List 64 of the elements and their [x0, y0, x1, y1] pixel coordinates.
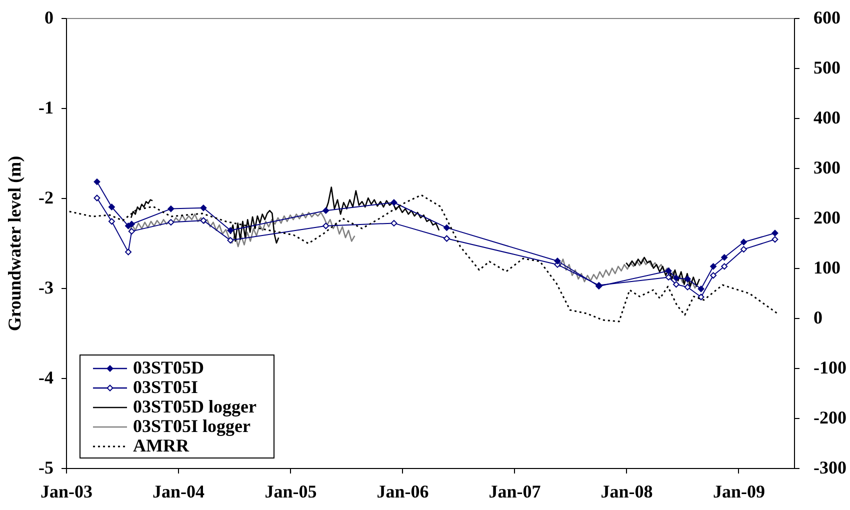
y-tick-label: -4: [38, 368, 54, 388]
point: [684, 284, 691, 290]
point: [200, 217, 207, 224]
x-tick-label: Jan-09: [712, 482, 765, 502]
y2-tick-label: 500: [814, 58, 840, 78]
point: [665, 268, 672, 274]
y2-tick-label: 0: [814, 308, 822, 328]
legend-label: 03ST05I: [133, 377, 198, 397]
point: [698, 286, 704, 292]
point: [108, 218, 115, 225]
y2-tick-label: 100: [814, 258, 840, 278]
point: [554, 258, 561, 264]
y2-tick-label: 600: [814, 8, 840, 28]
x-tick-label: Jan-05: [264, 482, 317, 502]
legend-label: 03ST05D logger: [133, 396, 257, 416]
point: [710, 263, 717, 270]
y-axis-title: Groundwater level (m): [4, 156, 25, 332]
point: [168, 206, 174, 212]
x-tick-label: Jan-04: [152, 482, 204, 502]
point: [322, 222, 330, 230]
x-tick-label: Jan-06: [376, 482, 429, 502]
point: [168, 219, 174, 226]
point: [772, 236, 778, 243]
point: [200, 204, 207, 212]
point: [665, 274, 672, 280]
y2-tick-label: 400: [814, 108, 840, 128]
y-tick-label: -5: [38, 458, 54, 478]
y2-tick-label: -300: [814, 458, 846, 478]
point: [108, 204, 115, 210]
point: [684, 276, 691, 282]
point: [672, 281, 680, 288]
point: [710, 272, 717, 279]
y2-tick-label: -200: [814, 408, 846, 428]
x-tick-label: Jan-07: [488, 482, 541, 502]
point: [443, 224, 450, 231]
y2-tick-label: 200: [814, 208, 840, 228]
point: [721, 263, 728, 270]
y-tick-label: -1: [38, 98, 54, 118]
point: [390, 220, 398, 226]
point: [672, 274, 680, 282]
x-tick-label: Jan-03: [40, 482, 93, 502]
point: [227, 227, 234, 234]
point: [128, 220, 135, 228]
point: [740, 246, 747, 253]
legend-label: AMRR: [133, 436, 190, 456]
y-tick-label: 0: [44, 8, 54, 28]
point: [94, 194, 100, 202]
y-tick-label: -3: [38, 278, 54, 298]
point: [322, 207, 330, 214]
y2-tick-label: 300: [814, 158, 840, 178]
point: [740, 238, 747, 246]
point: [128, 228, 135, 235]
legend-label: 03ST05I logger: [133, 416, 251, 436]
x-tick-label: Jan-08: [600, 482, 653, 502]
point: [443, 235, 450, 242]
point: [772, 230, 778, 236]
point: [94, 178, 100, 186]
y-tick-label: -2: [38, 188, 54, 208]
point: [721, 254, 728, 261]
point: [390, 199, 398, 206]
point: [227, 237, 234, 244]
legend-label: 03ST05D: [133, 358, 204, 378]
y2-tick-label: -100: [814, 358, 846, 378]
point: [125, 248, 132, 256]
